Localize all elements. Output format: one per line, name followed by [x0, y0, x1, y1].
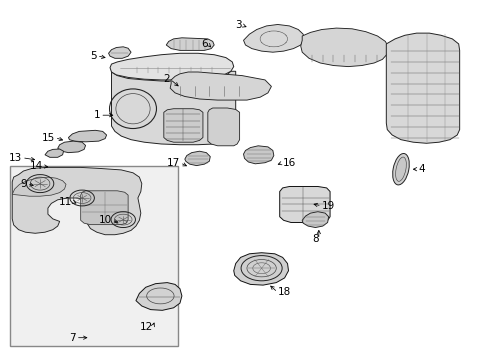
Polygon shape [111, 68, 235, 145]
Polygon shape [233, 253, 288, 285]
Polygon shape [386, 33, 459, 143]
Text: 8: 8 [311, 234, 318, 244]
Polygon shape [184, 151, 210, 166]
Polygon shape [302, 212, 328, 228]
Text: 14: 14 [30, 161, 43, 171]
Text: 1: 1 [93, 110, 100, 120]
Polygon shape [243, 24, 304, 52]
FancyBboxPatch shape [10, 166, 178, 346]
Text: 12: 12 [139, 322, 152, 332]
Text: 19: 19 [321, 201, 334, 211]
Polygon shape [279, 186, 329, 222]
Text: 7: 7 [69, 333, 76, 343]
Polygon shape [110, 53, 233, 80]
Text: 4: 4 [417, 164, 424, 174]
Text: 18: 18 [277, 287, 290, 297]
Text: 3: 3 [235, 20, 242, 30]
Text: 5: 5 [90, 51, 97, 61]
Polygon shape [136, 283, 182, 310]
Ellipse shape [395, 157, 406, 181]
Polygon shape [207, 108, 239, 146]
Text: 13: 13 [9, 153, 22, 163]
Polygon shape [58, 141, 85, 153]
Polygon shape [166, 38, 214, 50]
Ellipse shape [392, 153, 408, 185]
Polygon shape [45, 149, 63, 157]
Polygon shape [68, 130, 106, 142]
Text: 6: 6 [201, 39, 207, 49]
Polygon shape [12, 167, 142, 235]
Text: 17: 17 [166, 158, 180, 168]
Polygon shape [163, 109, 203, 142]
Text: 16: 16 [282, 158, 295, 168]
Polygon shape [108, 47, 131, 58]
Text: 9: 9 [20, 179, 27, 189]
Text: 10: 10 [98, 215, 111, 225]
Polygon shape [170, 72, 271, 100]
Text: 15: 15 [41, 132, 55, 143]
Polygon shape [81, 191, 128, 225]
Text: 11: 11 [59, 197, 72, 207]
Text: 2: 2 [163, 74, 170, 84]
Polygon shape [300, 28, 388, 67]
Polygon shape [243, 146, 273, 164]
Polygon shape [12, 177, 66, 196]
